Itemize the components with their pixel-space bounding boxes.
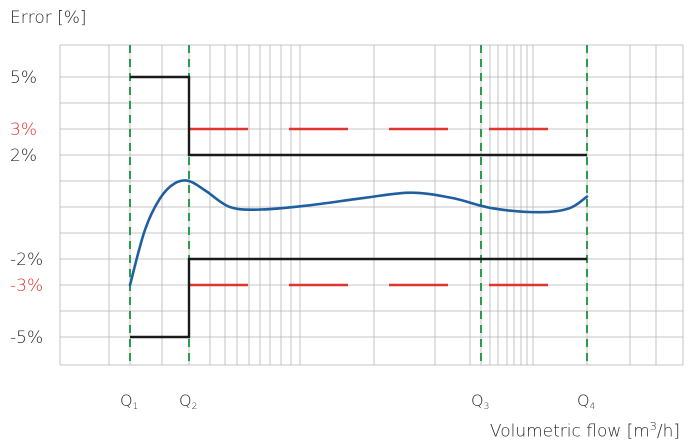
y-tick-label: 2% — [10, 146, 37, 166]
x-axis-title-prefix: Volumetric flow [m — [489, 421, 650, 442]
y-tick-label: 5% — [10, 68, 37, 88]
x-axis-title: Volumetric flow [m3/h] — [490, 420, 680, 442]
x-marker-label: Q4 — [577, 391, 595, 412]
x-axis-title-suffix: /h] — [656, 421, 680, 442]
y-tick-label: -3% — [10, 276, 43, 296]
black-limit-upper — [130, 75, 587, 157]
x-marker-label: Q3 — [471, 391, 489, 412]
x-marker-label: Q1 — [120, 391, 138, 412]
y-tick-label: 3% — [10, 120, 37, 140]
error-curve-series-1 — [128, 179, 589, 287]
y-tick-label: -2% — [10, 250, 43, 270]
y-axis-title: Error [%] — [10, 8, 87, 28]
black-limit-lower — [130, 257, 587, 339]
y-tick-label: -5% — [10, 328, 43, 348]
x-marker-label: Q2 — [179, 391, 197, 412]
x-axis-title-superscript: 3 — [649, 420, 657, 433]
